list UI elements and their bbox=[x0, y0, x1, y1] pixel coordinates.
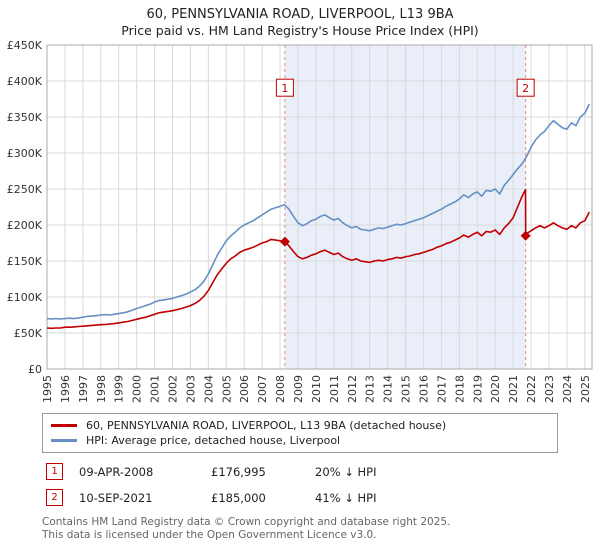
svg-text:2014: 2014 bbox=[382, 375, 395, 403]
svg-text:2008: 2008 bbox=[274, 375, 287, 403]
svg-text:2021: 2021 bbox=[507, 375, 520, 403]
svg-text:£400K: £400K bbox=[7, 75, 43, 88]
svg-text:1995: 1995 bbox=[41, 375, 54, 403]
svg-text:2009: 2009 bbox=[292, 375, 305, 403]
svg-text:2025: 2025 bbox=[579, 375, 592, 403]
svg-text:2022: 2022 bbox=[525, 375, 538, 403]
sale-row-1: 1 09-APR-2008 £176,995 20% ↓ HPI bbox=[46, 463, 600, 480]
page-title: 60, PENNSYLVANIA ROAD, LIVERPOOL, L13 9B… bbox=[146, 7, 454, 22]
sale-1-date: 09-APR-2008 bbox=[79, 464, 154, 479]
svg-text:2012: 2012 bbox=[346, 375, 359, 403]
sale-1-price: £176,995 bbox=[211, 464, 266, 479]
legend-item-hpi: HPI: Average price, detached house, Live… bbox=[51, 433, 549, 448]
svg-text:1998: 1998 bbox=[95, 375, 108, 403]
svg-text:2001: 2001 bbox=[149, 375, 162, 403]
legend-label-hpi: HPI: Average price, detached house, Live… bbox=[86, 434, 341, 447]
svg-text:2010: 2010 bbox=[310, 375, 323, 403]
svg-text:1997: 1997 bbox=[77, 375, 90, 403]
sale-1-hpi-diff: 20% ↓ HPI bbox=[315, 464, 377, 479]
svg-text:2006: 2006 bbox=[238, 375, 251, 403]
svg-text:£350K: £350K bbox=[7, 111, 43, 124]
footer-line-1: Contains HM Land Registry data © Crown c… bbox=[42, 516, 451, 528]
svg-text:2002: 2002 bbox=[166, 375, 179, 403]
svg-text:2: 2 bbox=[522, 82, 529, 95]
copyright-footer: Contains HM Land Registry data © Crown c… bbox=[42, 516, 600, 542]
sale-2-number-badge: 2 bbox=[46, 489, 63, 506]
svg-text:2011: 2011 bbox=[328, 375, 341, 403]
price-chart: £0 £50K £100K £150K £200K £250K £300K £350K £400… bbox=[7, 39, 593, 403]
sale-row-2: 2 10-SEP-2021 £185,000 41% ↓ HPI bbox=[46, 489, 600, 506]
svg-text:2013: 2013 bbox=[364, 375, 377, 403]
svg-text:1996: 1996 bbox=[59, 375, 72, 403]
svg-text:1: 1 bbox=[281, 82, 288, 95]
svg-text:2015: 2015 bbox=[400, 375, 413, 403]
svg-text:2016: 2016 bbox=[417, 375, 430, 403]
svg-text:2018: 2018 bbox=[453, 375, 466, 403]
svg-text:£0: £0 bbox=[28, 363, 42, 376]
svg-text:2024: 2024 bbox=[561, 375, 574, 403]
svg-text:£100K: £100K bbox=[7, 291, 43, 304]
svg-text:£450K: £450K bbox=[7, 39, 43, 52]
svg-text:£250K: £250K bbox=[7, 183, 43, 196]
property-line-swatch bbox=[51, 424, 77, 427]
sale-2-hpi-diff: 41% ↓ HPI bbox=[315, 490, 377, 505]
svg-text:1999: 1999 bbox=[113, 375, 126, 403]
sale-2-date: 10-SEP-2021 bbox=[79, 490, 153, 505]
page-subtitle: Price paid vs. HM Land Registry's House … bbox=[121, 23, 479, 38]
svg-text:2019: 2019 bbox=[471, 375, 484, 403]
svg-text:2017: 2017 bbox=[435, 375, 448, 403]
svg-text:2005: 2005 bbox=[220, 375, 233, 403]
sale-annotations: 1 09-APR-2008 £176,995 20% ↓ HPI 2 10-SE… bbox=[46, 463, 600, 506]
chart-legend: 60, PENNSYLVANIA ROAD, LIVERPOOL, L13 9B… bbox=[42, 413, 558, 453]
legend-label-property: 60, PENNSYLVANIA ROAD, LIVERPOOL, L13 9B… bbox=[86, 419, 447, 432]
svg-text:£150K: £150K bbox=[7, 255, 43, 268]
svg-text:2000: 2000 bbox=[131, 375, 144, 403]
sale-2-price: £185,000 bbox=[211, 490, 266, 505]
svg-text:£300K: £300K bbox=[7, 147, 43, 160]
svg-text:2023: 2023 bbox=[543, 375, 556, 403]
chart-header: 60, PENNSYLVANIA ROAD, LIVERPOOL, L13 9B… bbox=[0, 0, 600, 39]
svg-text:2007: 2007 bbox=[256, 375, 269, 403]
svg-text:£50K: £50K bbox=[14, 327, 43, 340]
sale-1-number-badge: 1 bbox=[46, 463, 63, 480]
footer-line-2: This data is licensed under the Open Gov… bbox=[42, 529, 377, 541]
svg-text:2020: 2020 bbox=[489, 375, 502, 403]
svg-text:£200K: £200K bbox=[7, 219, 43, 232]
legend-item-property: 60, PENNSYLVANIA ROAD, LIVERPOOL, L13 9B… bbox=[51, 418, 549, 433]
hpi-line-swatch bbox=[51, 439, 77, 442]
svg-text:2004: 2004 bbox=[202, 375, 215, 403]
svg-text:2003: 2003 bbox=[184, 375, 197, 403]
